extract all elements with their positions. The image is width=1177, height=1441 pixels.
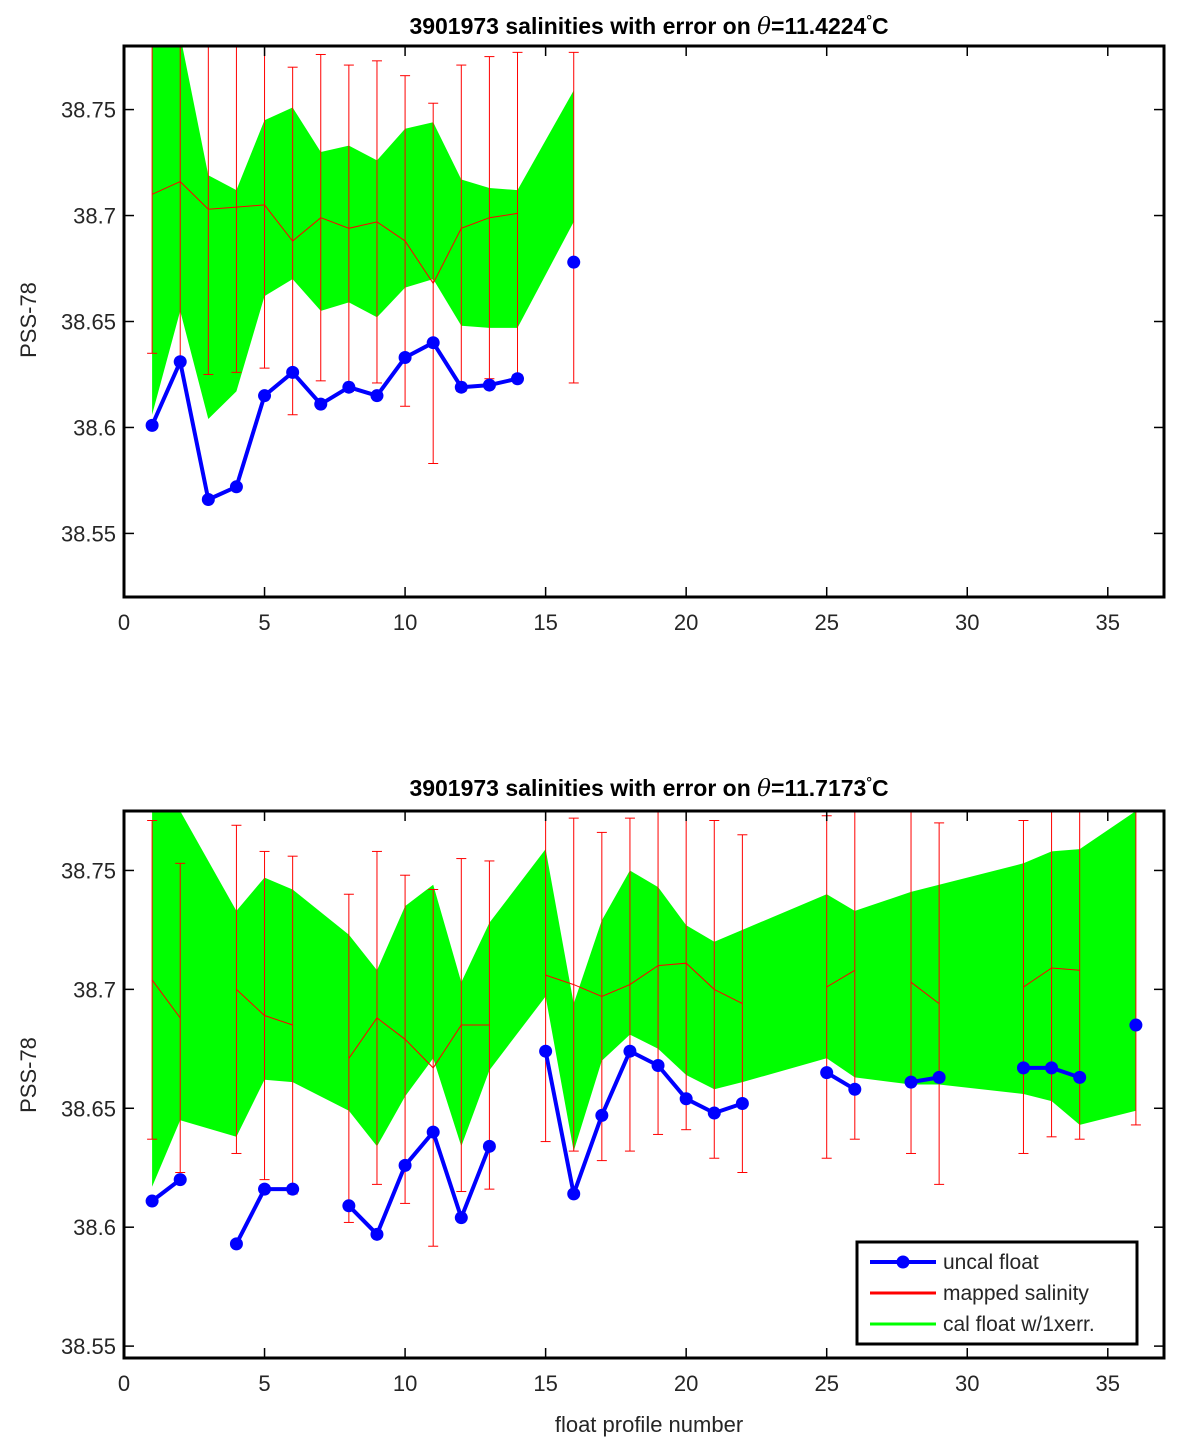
uncal-float-point — [511, 372, 525, 386]
uncal-float-point — [286, 365, 300, 379]
x-tick-label: 15 — [533, 1371, 557, 1396]
legend-label-mapped: mapped salinity — [943, 1282, 1089, 1305]
top-axes: 3901973 salinities with error on θ=11.42… — [16, 12, 1166, 635]
cal-float-band — [152, 46, 574, 419]
legend-label-cal: cal float w/1xerr. — [943, 1313, 1095, 1336]
uncal-float-point — [1016, 1061, 1030, 1075]
bottom-axes: 3901973 salinities with error on θ=11.71… — [16, 774, 1166, 1437]
y-tick-label: 38.7 — [73, 204, 116, 229]
uncal-float-point — [1045, 1061, 1059, 1075]
x-tick-label: 10 — [393, 610, 417, 635]
y-tick-label: 38.65 — [61, 310, 116, 335]
uncal-float-point — [539, 1044, 553, 1058]
uncal-float-point — [848, 1082, 862, 1096]
uncal-float-point — [398, 1158, 412, 1172]
uncal-float-point — [567, 1187, 581, 1201]
plot-content — [145, 46, 581, 507]
x-tick-label: 0 — [118, 610, 130, 635]
uncal-float-point — [426, 1125, 440, 1139]
legend: uncal float mapped salinity cal float w/1x… — [855, 1240, 1139, 1346]
x-tick-label: 5 — [258, 610, 270, 635]
uncal-float-point — [370, 389, 384, 403]
uncal-float-point — [651, 1058, 665, 1072]
y-tick-label: 38.6 — [73, 415, 116, 440]
uncal-float-point — [454, 380, 468, 394]
x-tick-label: 35 — [1096, 1371, 1120, 1396]
uncal-float-point — [173, 355, 187, 369]
x-tick-label: 30 — [955, 610, 979, 635]
uncal-float-point — [398, 351, 412, 365]
top-y-axis-label: PSS-78 — [16, 282, 41, 358]
x-tick-label: 10 — [393, 1371, 417, 1396]
plot-content — [145, 811, 1143, 1251]
uncal-float-line — [347, 1130, 492, 1237]
uncal-float-point — [370, 1227, 384, 1241]
uncal-float-point — [735, 1097, 749, 1111]
mapped-salinity-line — [151, 979, 181, 1019]
cal-float-band — [152, 811, 1136, 1187]
uncal-float-point — [482, 1139, 496, 1153]
mapped-salinity-line — [236, 989, 293, 1026]
uncal-float-point — [1129, 1018, 1143, 1032]
uncal-float-point — [342, 1199, 356, 1213]
legend-label-uncal: uncal float — [943, 1251, 1039, 1274]
y-tick-label: 38.75 — [61, 98, 116, 123]
mapped-salinity-line — [910, 981, 940, 1004]
uncal-float-point — [482, 378, 496, 392]
uncal-float-point — [932, 1070, 946, 1084]
uncal-float-point — [145, 418, 159, 432]
uncal-float-point — [454, 1211, 468, 1225]
mapped-salinity-line — [826, 969, 856, 988]
x-tick-label: 30 — [955, 1371, 979, 1396]
y-tick-label: 38.55 — [61, 521, 116, 546]
mapped-salinity-line — [151, 181, 518, 285]
y-tick-label: 38.55 — [61, 1334, 116, 1359]
legend-marker-uncal — [896, 1255, 910, 1269]
axes-frame — [122, 809, 1166, 1360]
uncal-float-point — [258, 389, 272, 403]
x-tick-label: 15 — [533, 610, 557, 635]
uncal-float-point — [1073, 1070, 1087, 1084]
uncal-float-point — [229, 480, 243, 494]
uncal-float-point — [820, 1066, 834, 1080]
uncal-float-point — [229, 1237, 243, 1251]
bottom-y-axis-label: PSS-78 — [16, 1037, 41, 1113]
uncal-float-point — [595, 1108, 609, 1122]
bottom-x-axis-label: float profile number — [555, 1412, 743, 1437]
bottom-chart-title: 3901973 salinities with error on θ=11.71… — [409, 774, 888, 802]
x-tick-label: 5 — [258, 1371, 270, 1396]
uncal-float-point — [286, 1182, 300, 1196]
top-chart-title: 3901973 salinities with error on θ=11.42… — [409, 12, 888, 40]
x-tick-label: 0 — [118, 1371, 130, 1396]
uncal-float-point — [342, 380, 356, 394]
uncal-float-point — [679, 1092, 693, 1106]
y-tick-label: 38.6 — [73, 1215, 116, 1240]
x-tick-label: 20 — [674, 610, 698, 635]
uncal-float-point — [145, 1194, 159, 1208]
uncal-float-point — [201, 493, 215, 507]
mapped-salinity-line — [348, 1017, 490, 1069]
x-tick-label: 25 — [814, 1371, 838, 1396]
bottom-plot-area: 0 5 10 15 20 25 30 35 38.55 38.6 38.65 38.7 38.75 unc… — [61, 809, 1166, 1396]
x-tick-label: 35 — [1096, 610, 1120, 635]
y-tick-label: 38.7 — [73, 977, 116, 1002]
y-tick-label: 38.75 — [61, 858, 116, 883]
uncal-float-point — [707, 1106, 721, 1120]
y-tick-label: 38.65 — [61, 1096, 116, 1121]
uncal-float-point — [426, 336, 440, 350]
uncal-float-point — [567, 255, 581, 269]
mapped-salinity-line — [1023, 967, 1080, 988]
x-tick-label: 20 — [674, 1371, 698, 1396]
uncal-float-point — [623, 1044, 637, 1058]
mapped-salinity-line — [545, 962, 743, 1005]
top-plot-area: 0 5 10 15 20 25 30 35 38.55 38.6 38.65 38.7 38.75 — [61, 44, 1166, 635]
uncal-float-point — [904, 1075, 918, 1089]
x-tick-label: 25 — [814, 610, 838, 635]
uncal-float-point — [314, 397, 328, 411]
uncal-float-point — [258, 1182, 272, 1196]
uncal-float-point — [173, 1173, 187, 1187]
